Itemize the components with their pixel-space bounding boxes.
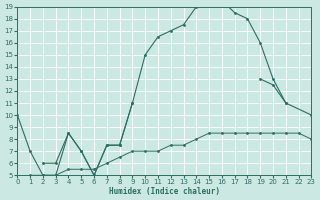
X-axis label: Humidex (Indice chaleur): Humidex (Indice chaleur) <box>109 187 220 196</box>
